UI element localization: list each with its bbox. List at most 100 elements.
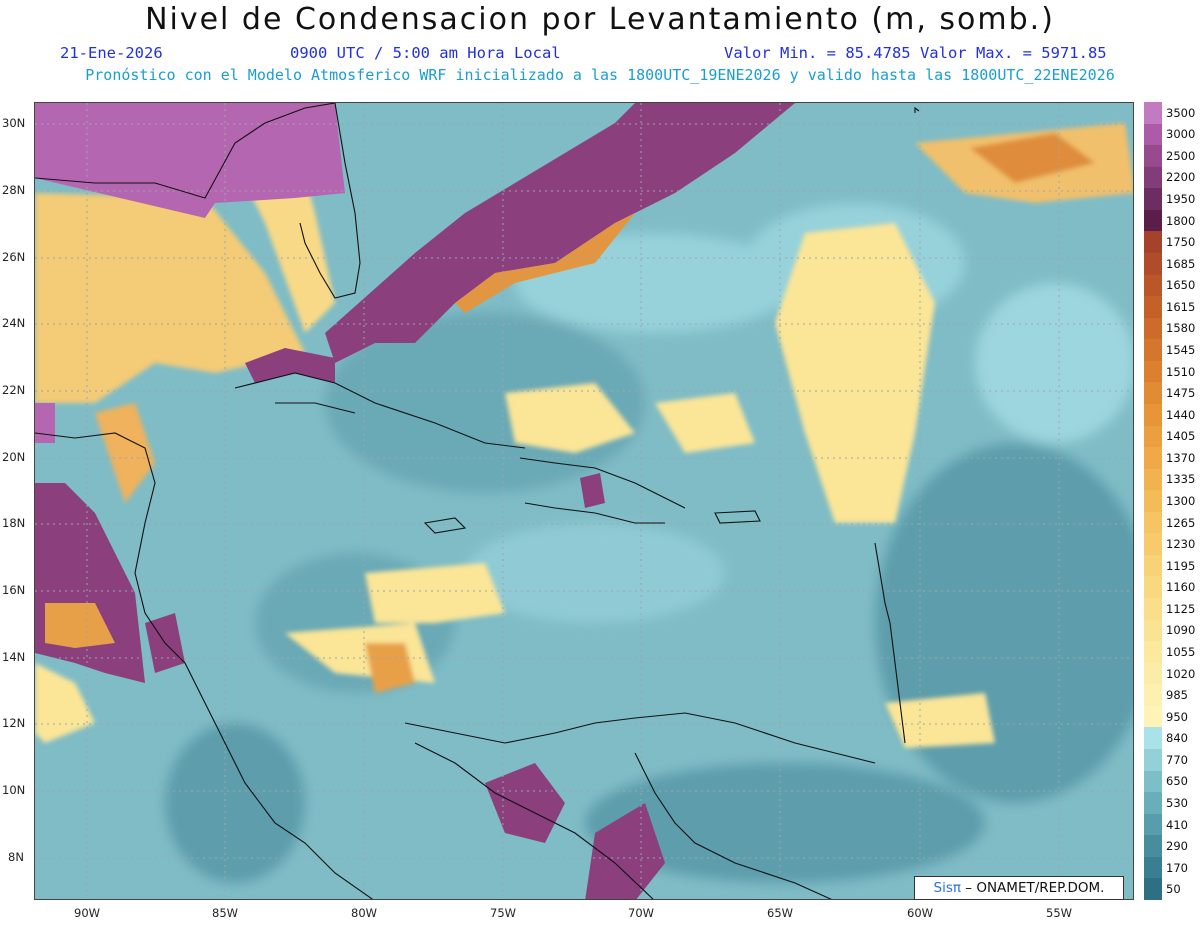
lon-label: 90W: [74, 906, 101, 920]
colorbar-tick-label: 2200: [1166, 170, 1196, 185]
lon-label: 65W: [767, 906, 794, 920]
colorbar-tick-label: 1265: [1166, 515, 1196, 530]
lat-label: 16N: [2, 583, 26, 597]
colorbar-segment: [1144, 684, 1162, 707]
colorbar-tick-label: 950: [1166, 709, 1188, 724]
forecast-date: 21-Ene-2026: [60, 44, 163, 62]
colorbar-tick-label: 1800: [1166, 213, 1196, 228]
colorbar-segment: [1144, 145, 1162, 168]
colorbar-segment: [1144, 619, 1162, 642]
model-note: Pronóstico con el Modelo Atmosferico WRF…: [85, 66, 1115, 84]
colorbar-tick-label: 1950: [1166, 192, 1196, 207]
lon-label: 70W: [628, 906, 655, 920]
colorbar-segment: [1144, 727, 1162, 750]
colorbar-tick-label: 1440: [1166, 407, 1196, 422]
colorbar-segment: [1144, 360, 1162, 383]
forecast-time: 0900 UTC / 5:00 am Hora Local: [290, 44, 561, 62]
colorbar-tick-label: 410: [1166, 817, 1188, 832]
colorbar-segment: [1144, 641, 1162, 664]
colorbar-segment: [1144, 231, 1162, 254]
colorbar-tick-label: 1580: [1166, 321, 1196, 336]
colorbar-segment: [1144, 188, 1162, 211]
graticule: [35, 103, 1133, 899]
colorbar-segment: [1144, 705, 1162, 728]
colorbar-segment: [1144, 533, 1162, 556]
colorbar-segment: [1144, 166, 1162, 189]
lat-label: 20N: [2, 450, 26, 464]
lat-label: 26N: [2, 250, 26, 264]
colorbar-segment: [1144, 468, 1162, 491]
colorbar-segment: [1144, 878, 1162, 901]
colorbar-segment: [1144, 749, 1162, 772]
colorbar-tick-label: 1750: [1166, 235, 1196, 250]
colorbar-segment: [1144, 662, 1162, 685]
lat-label: 12N: [2, 716, 26, 730]
colorbar-segment: [1144, 770, 1162, 793]
colorbar-tick-label: 2500: [1166, 148, 1196, 163]
colorbar-tick-label: 1020: [1166, 666, 1196, 681]
colorbar-segment: [1144, 598, 1162, 621]
lat-label: 24N: [2, 316, 26, 330]
coastlines: [35, 103, 920, 899]
colorbar-tick-label: 1160: [1166, 580, 1196, 595]
colorbar-segment: [1144, 382, 1162, 405]
lat-label: 8N: [8, 850, 24, 864]
lon-label: 55W: [1046, 906, 1073, 920]
colorbar-tick-label: 770: [1166, 752, 1188, 767]
colorbar: [1144, 102, 1162, 901]
colorbar-tick-label: 985: [1166, 688, 1188, 703]
colorbar-segment: [1144, 447, 1162, 470]
colorbar-segment: [1144, 792, 1162, 815]
colorbar-segment: [1144, 209, 1162, 232]
colorbar-segment: [1144, 490, 1162, 513]
colorbar-segment: [1144, 425, 1162, 448]
colorbar-tick-label: 1370: [1166, 450, 1196, 465]
colorbar-segment: [1144, 576, 1162, 599]
colorbar-tick-label: 1475: [1166, 386, 1196, 401]
colorbar-segment: [1144, 511, 1162, 534]
lat-label: 28N: [2, 183, 26, 197]
colorbar-tick-label: 3500: [1166, 105, 1196, 120]
colorbar-tick-label: 170: [1166, 860, 1188, 875]
lcl-map: [34, 102, 1134, 900]
lon-label: 85W: [212, 906, 239, 920]
colorbar-tick-label: 1615: [1166, 299, 1196, 314]
colorbar-segment: [1144, 252, 1162, 276]
colorbar-segment: [1144, 813, 1162, 836]
colorbar-tick-label: 1195: [1166, 558, 1196, 573]
map-canvas: [35, 103, 1133, 899]
colorbar-tick-label: 1125: [1166, 601, 1196, 616]
colorbar-tick-label: 840: [1166, 731, 1188, 746]
colorbar-segment: [1144, 856, 1162, 879]
lat-label: 22N: [2, 383, 26, 397]
colorbar-tick-label: 650: [1166, 774, 1188, 789]
colorbar-tick-label: 1335: [1166, 472, 1196, 487]
colorbar-tick-label: 1090: [1166, 623, 1196, 638]
credit-text: – ONAMET/REP.DOM.: [961, 880, 1105, 896]
colorbar-tick-label: 1405: [1166, 429, 1196, 444]
lat-label: 14N: [2, 650, 26, 664]
colorbar-tick-label: 1300: [1166, 494, 1196, 508]
colorbar-segment: [1144, 296, 1162, 319]
colorbar-segment: [1144, 317, 1162, 340]
colorbar-segment: [1144, 835, 1162, 858]
colorbar-tick-label: 530: [1166, 795, 1188, 810]
colorbar-tick-label: 1545: [1166, 343, 1196, 358]
lat-label: 10N: [2, 783, 26, 797]
colorbar-segment: [1144, 102, 1162, 125]
lat-label: 18N: [2, 516, 26, 530]
lon-label: 75W: [490, 906, 517, 920]
colorbar-tick-label: 3000: [1166, 127, 1196, 142]
colorbar-segment: [1144, 554, 1162, 577]
credit-brand: Sisπ: [933, 880, 961, 896]
lon-label: 60W: [907, 906, 934, 920]
map-title: Nivel de Condensacion por Levantamiento …: [145, 2, 1055, 37]
colorbar-tick-label: 1650: [1166, 278, 1196, 293]
colorbar-tick-label: 1510: [1166, 364, 1196, 379]
colorbar-tick-label: 1685: [1166, 256, 1196, 271]
colorbar-segment: [1144, 274, 1162, 297]
colorbar-segment: [1144, 403, 1162, 426]
colorbar-segment: [1144, 339, 1162, 362]
colorbar-tick-label: 1055: [1166, 644, 1196, 659]
lat-label: 30N: [2, 116, 26, 130]
